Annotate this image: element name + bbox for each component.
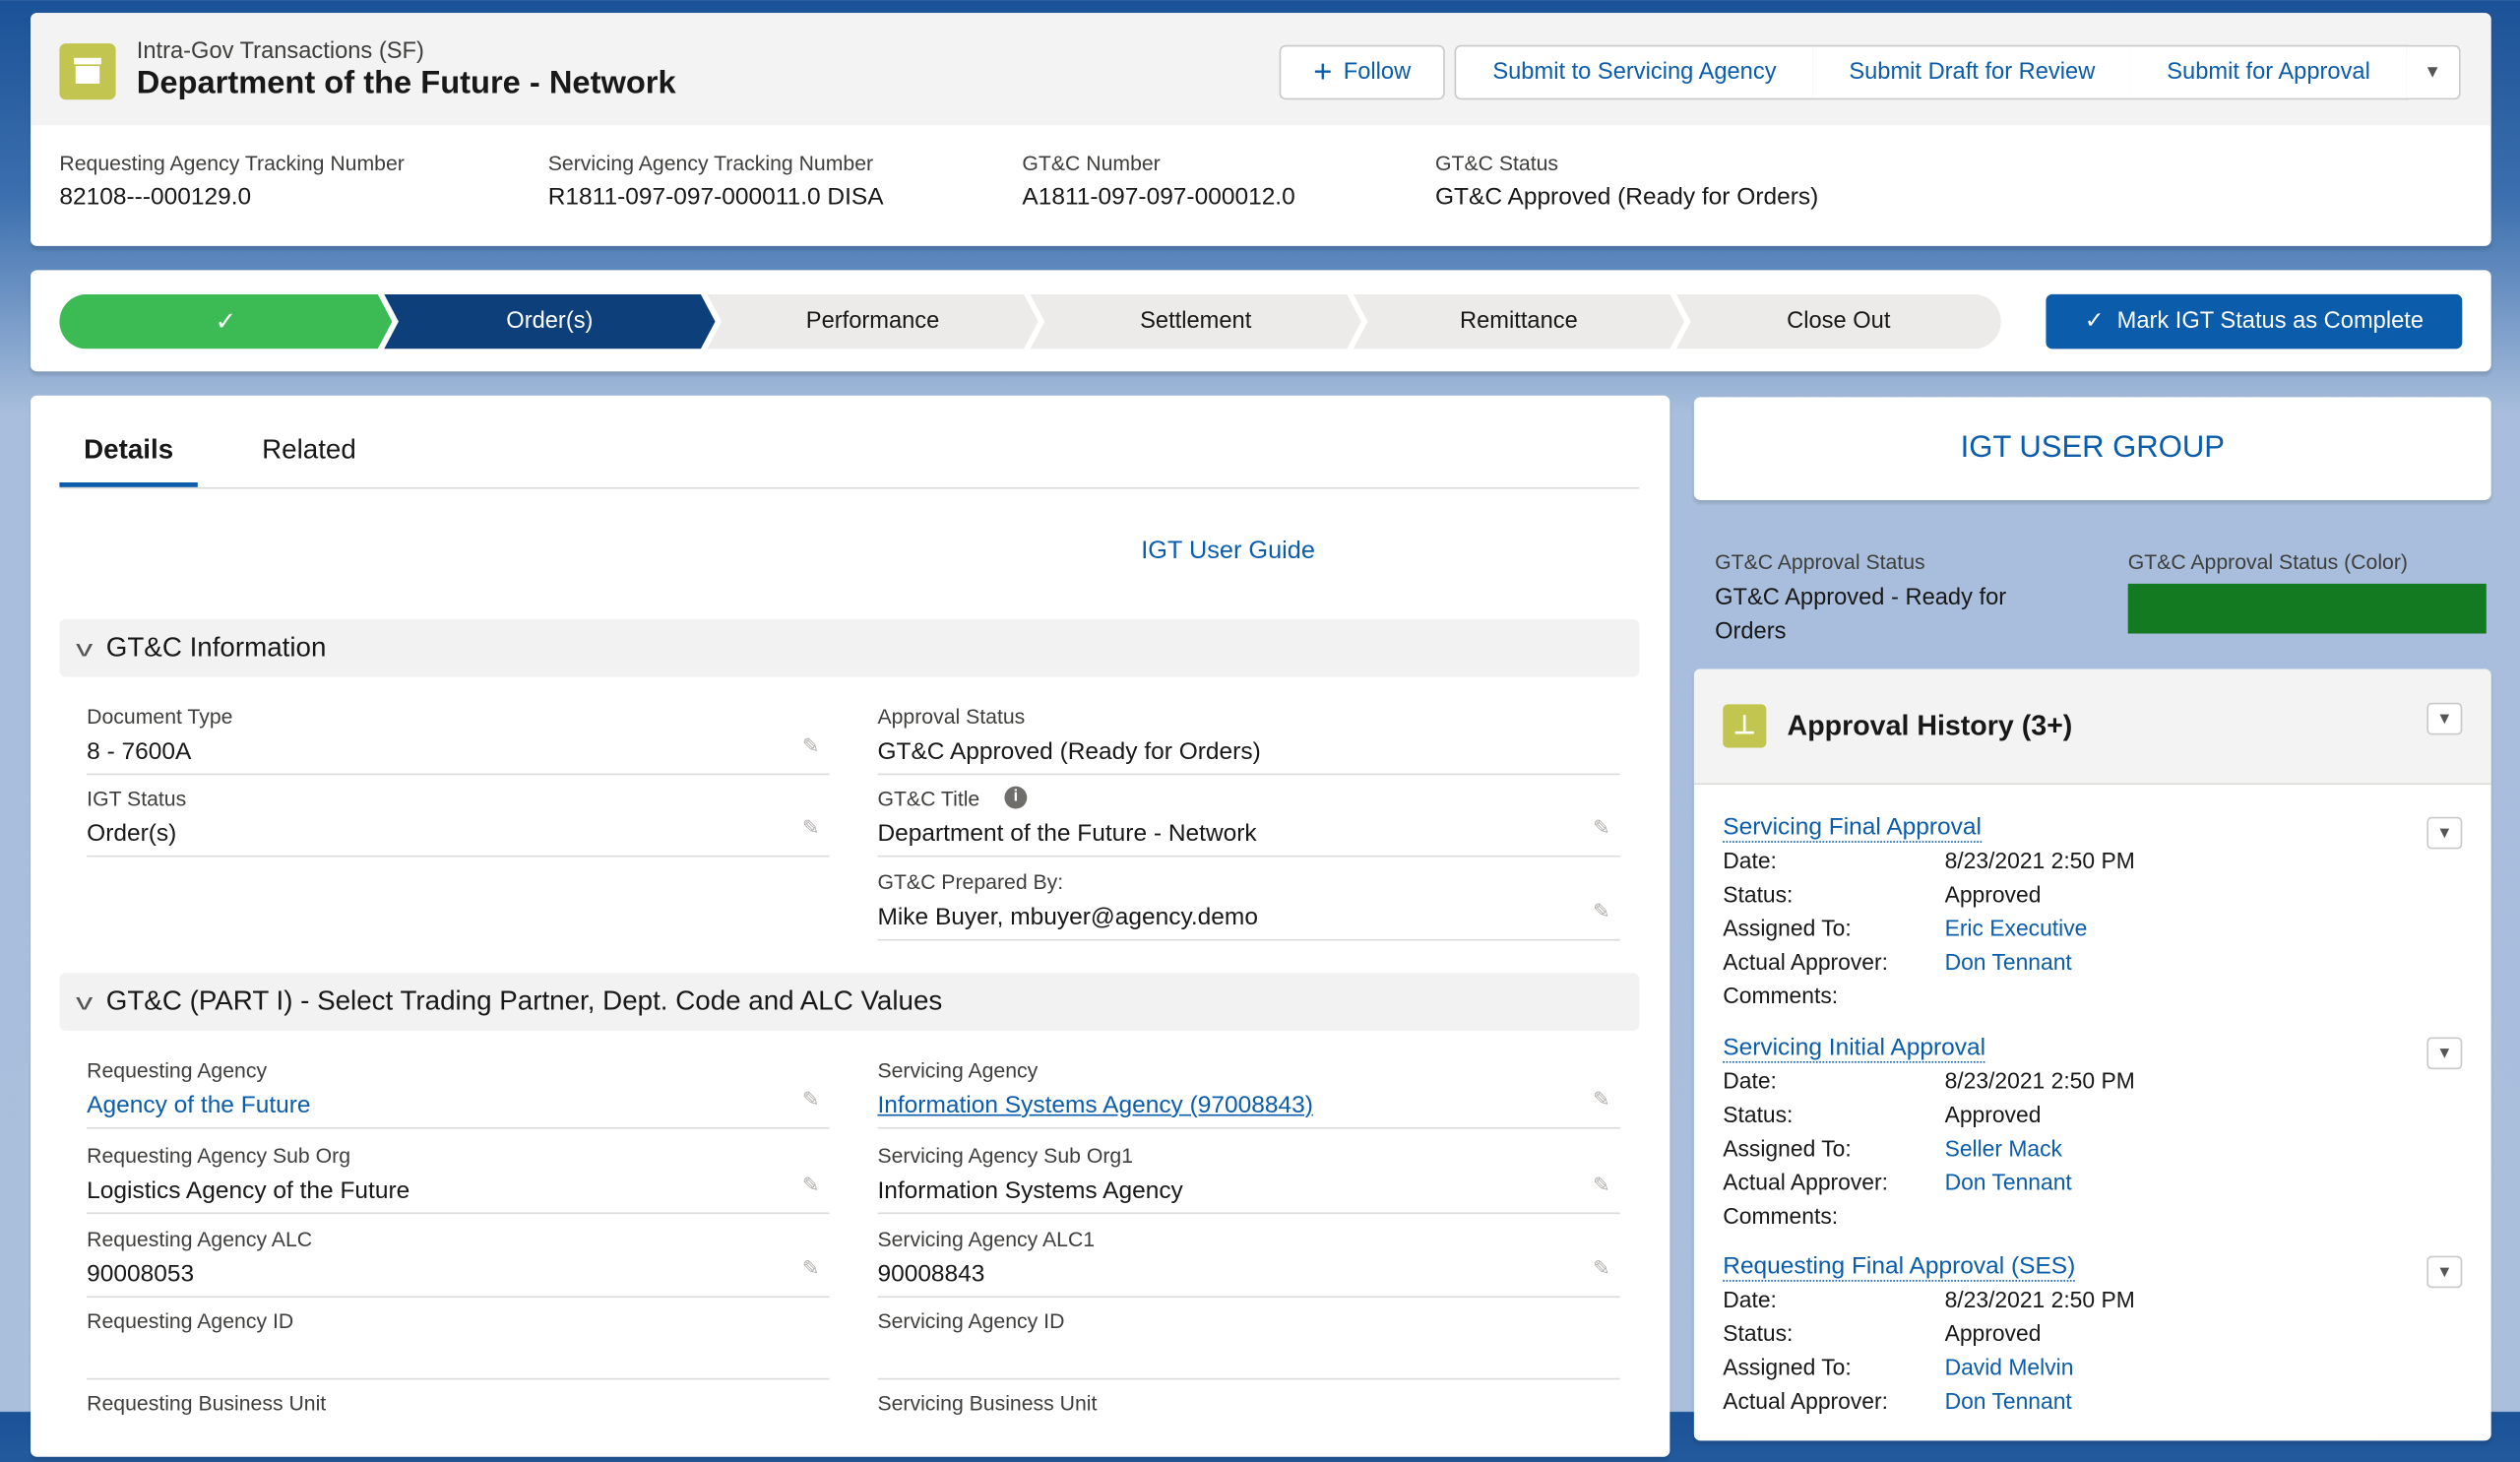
pencil-icon[interactable]: ✎: [1593, 1087, 1610, 1112]
row-menu-button[interactable]: ▼: [2426, 1037, 2463, 1070]
field-requesting-agency: Requesting Agency Agency of the Future ✎: [87, 1049, 830, 1129]
igt-user-group-card: IGT USER GROUP: [1693, 397, 2491, 500]
pencil-icon[interactable]: ✎: [801, 1255, 820, 1281]
details-card: [31, 395, 1670, 1457]
record-icon: [59, 43, 116, 100]
pencil-icon[interactable]: ✎: [1593, 899, 1610, 923]
pencil-icon[interactable]: ✎: [1593, 1172, 1610, 1197]
path-step-close-out[interactable]: Close Out: [1675, 293, 2001, 350]
mark-complete-button[interactable]: ✓ Mark IGT Status as Complete: [2046, 293, 2463, 350]
approval-step-link[interactable]: Servicing Final Approval: [1723, 813, 1982, 843]
chevron-down-icon: ▼: [2424, 62, 2441, 83]
plus-icon: +: [1313, 53, 1333, 90]
pencil-icon[interactable]: ✎: [801, 732, 820, 758]
igt-user-guide-link[interactable]: IGT User Guide: [1141, 537, 1315, 565]
igt-user-group-link[interactable]: IGT USER GROUP: [1960, 430, 2225, 466]
chevron-down-icon: ▼: [2436, 1044, 2453, 1062]
more-actions-button[interactable]: ▼: [2406, 44, 2461, 100]
row-menu-button[interactable]: ▼: [2426, 816, 2463, 850]
approval-step-link[interactable]: Servicing Initial Approval: [1723, 1034, 1986, 1063]
field-requesting-business-unit: Requesting Business Unit: [87, 1390, 327, 1416]
submit-draft-for-review-button[interactable]: Submit Draft for Review: [1812, 44, 2133, 100]
approval-status-value: GT&C Approved - Ready for Orders: [1715, 585, 2007, 645]
field-gtc-prepared-by: GT&C Prepared By: Mike Buyer, mbuyer@agen…: [877, 860, 1620, 941]
path-step-orders[interactable]: Order(s): [384, 294, 715, 350]
field-label: Requesting Agency Tracking Number: [59, 151, 405, 176]
chevron-down-icon: v: [76, 988, 94, 1015]
check-icon: ✓: [215, 308, 237, 337]
object-type: Intra-Gov Transactions (SF): [136, 38, 424, 65]
field-label: GT&C Status: [1435, 151, 1559, 176]
field-requesting-agency-alc: Requesting Agency ALC 90008053 ✎: [87, 1217, 830, 1299]
approval-history-title[interactable]: Approval History (3+): [1787, 709, 2073, 741]
field-label: GT&C Number: [1022, 151, 1161, 176]
chevron-down-icon: ▼: [2436, 1262, 2453, 1281]
row-menu-button[interactable]: ▼: [2426, 1255, 2463, 1289]
section-gtc-information[interactable]: v GT&C Information: [59, 618, 1640, 677]
path-step-remittance[interactable]: Remittance: [1354, 294, 1684, 350]
tab-related[interactable]: Related: [262, 433, 356, 466]
field-igt-status: IGT Status Order(s) ✎: [87, 777, 830, 858]
check-icon: ✓: [2084, 308, 2105, 335]
field-value: 82108---000129.0: [59, 183, 252, 211]
field-approval-status: Approval Status GT&C Approved (Ready for …: [877, 695, 1620, 776]
field-value: R1811-097-097-000011.0 DISA: [547, 183, 884, 211]
approval-history-item: Servicing Initial Approval Date: 8/23/202…: [1723, 1034, 2135, 1229]
path-step-complete[interactable]: ✓: [59, 294, 392, 350]
approval-history-item: Requesting Final Approval (SES) Date: 8/2…: [1723, 1252, 2135, 1413]
field-value: A1811-097-097-000012.0: [1022, 183, 1295, 211]
approval-history-icon: ⊥: [1723, 704, 1767, 748]
approval-history-menu-button[interactable]: ▼: [2426, 702, 2463, 735]
approval-status-label: GT&C Approval Status: [1715, 549, 1925, 575]
field-servicing-agency: Servicing Agency Information Systems Agen…: [877, 1049, 1620, 1129]
field-servicing-agency-sub-org: Servicing Agency Sub Org1 Information Sys…: [877, 1133, 1620, 1215]
field-label: Servicing Agency Tracking Number: [547, 151, 874, 176]
field-servicing-agency-id: Servicing Agency ID: [877, 1300, 1620, 1380]
approval-history-item: Servicing Final Approval Date: 8/23/2021 …: [1723, 813, 2135, 1008]
approval-step-link[interactable]: Requesting Final Approval (SES): [1723, 1252, 2076, 1282]
record-title: Department of the Future - Network: [136, 65, 676, 101]
field-document-type: Document Type 8 - 7600A ✎: [87, 695, 830, 776]
pencil-icon[interactable]: ✎: [801, 1087, 820, 1112]
path-step-performance[interactable]: Performance: [707, 294, 1038, 350]
field-requesting-agency-id: Requesting Agency ID: [87, 1300, 830, 1380]
follow-button[interactable]: + Follow: [1279, 44, 1445, 100]
field-servicing-business-unit: Servicing Business Unit: [877, 1390, 1098, 1416]
section-gtc-part-1[interactable]: v GT&C (PART I) - Select Trading Partner,…: [59, 973, 1640, 1031]
chevron-down-icon: v: [76, 635, 94, 662]
approval-history-card: [1693, 668, 2491, 1441]
chevron-down-icon: ▼: [2436, 824, 2453, 843]
info-icon[interactable]: i: [1004, 786, 1028, 809]
tab-details[interactable]: Details: [59, 434, 198, 487]
submit-for-approval-button[interactable]: Submit for Approval: [2130, 44, 2408, 100]
pencil-icon[interactable]: ✎: [1593, 1255, 1610, 1281]
field-servicing-agency-alc: Servicing Agency ALC1 90008843 ✎: [877, 1217, 1620, 1299]
path-step-settlement[interactable]: Settlement: [1031, 294, 1361, 350]
submit-to-servicing-agency-button[interactable]: Submit to Servicing Agency: [1454, 44, 1815, 100]
pencil-icon[interactable]: ✎: [801, 815, 820, 840]
field-requesting-agency-sub-org: Requesting Agency Sub Org Logistics Agenc…: [87, 1133, 830, 1215]
approval-status-color-label: GT&C Approval Status (Color): [2127, 549, 2408, 575]
tabs-divider: [59, 486, 1640, 489]
pencil-icon[interactable]: ✎: [1593, 815, 1610, 840]
field-gtc-title: GT&C Title i Department of the Future - Ne…: [877, 777, 1620, 858]
pencil-icon[interactable]: ✎: [801, 1172, 820, 1197]
field-value: GT&C Approved (Ready for Orders): [1435, 183, 1819, 211]
chevron-down-icon: ▼: [2436, 710, 2453, 729]
approval-status-color-swatch: [2127, 583, 2487, 634]
